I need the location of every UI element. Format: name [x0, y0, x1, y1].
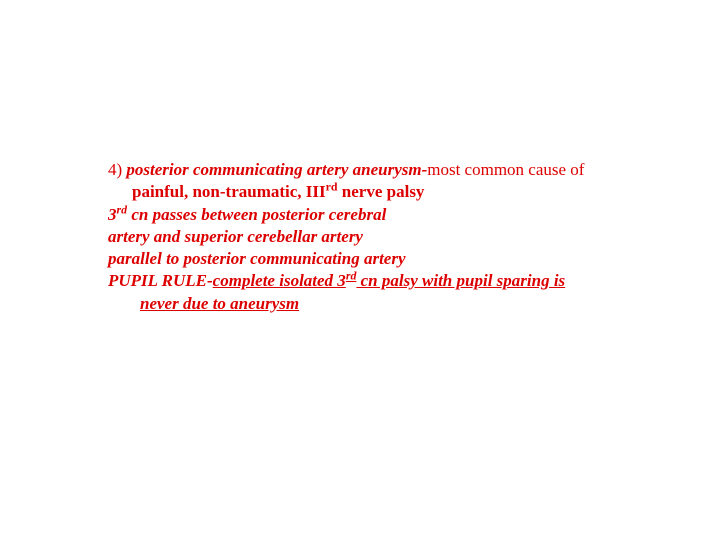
line-2: painful, non-traumatic, IIIrd nerve pals… [108, 181, 638, 202]
line-6: PUPIL RULE-complete isolated 3rd cn pals… [108, 270, 638, 291]
line-7: never due to aneurysm [108, 293, 638, 314]
line1-bold-italic: posterior communicating artery aneurysm- [126, 160, 427, 179]
line6-sup: rd [346, 269, 357, 283]
line3-pre: 3 [108, 205, 117, 224]
line2-start: painful, non-traumatic, III [132, 182, 326, 201]
line-4: artery and superior cerebellar artery [108, 226, 638, 247]
line2-end: nerve palsy [338, 182, 425, 201]
line-5: parallel to posterior communicating arte… [108, 248, 638, 269]
line5-text: parallel to posterior communicating arte… [108, 249, 406, 268]
line7-text: never due to aneurysm [140, 294, 299, 313]
line3-sup: rd [117, 202, 128, 216]
line-3: 3rd cn passes between posterior cerebral [108, 204, 638, 225]
slide-text-block: 4) posterior communicating artery aneury… [108, 159, 638, 315]
line6-c: cn palsy with pupil sparing is [356, 271, 565, 290]
line3-rest: cn passes between posterior cerebral [127, 205, 386, 224]
line-1: 4) posterior communicating artery aneury… [108, 159, 638, 180]
line6-a: PUPIL RULE- [108, 271, 213, 290]
line6-b: complete isolated 3 [213, 271, 346, 290]
line4-text: artery and superior cerebellar artery [108, 227, 363, 246]
line2-sup: rd [326, 180, 338, 194]
line1-rest: most common cause of [427, 160, 584, 179]
item-number: 4) [108, 160, 126, 179]
